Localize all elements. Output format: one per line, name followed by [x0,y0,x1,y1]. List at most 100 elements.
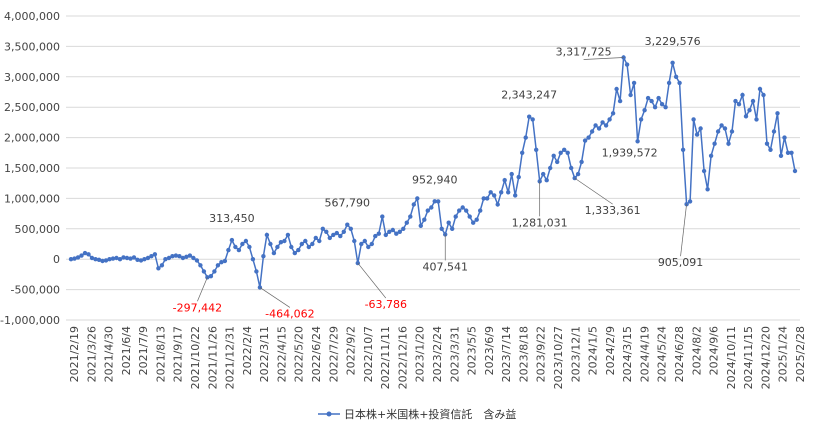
annotation-leader-line [680,204,687,257]
data-point [82,250,88,256]
data-point [380,214,385,219]
data-point [124,255,130,261]
x-tick-label: 2021/3/26 [85,326,98,382]
data-point [299,241,304,247]
x-tick-label: 2023/7/14 [500,326,513,382]
data-point [243,238,249,244]
data-point [446,220,451,225]
data-point [715,129,721,134]
data-point [201,269,207,274]
data-label: 2,343,247 [501,89,557,102]
data-point [334,230,339,236]
x-tick-label: 2024/10/11 [725,326,738,389]
data-point [373,233,378,239]
data-point [117,257,123,262]
x-tick-label: 2021/9/17 [172,326,185,382]
data-point [541,171,546,177]
x-tick-label: 2021/7/9 [137,326,150,375]
y-tick-label: 500,000 [15,223,61,236]
data-point [596,126,602,131]
data-label: 952,940 [412,173,458,186]
annotation-leader-line [574,177,613,205]
x-axis-tick-labels: 2021/2/19 2021/3/26 2021/4/30 2021/6/4 2021/… [68,326,807,389]
data-point [453,214,458,219]
x-tick-label: 2021/10/22 [189,326,202,389]
data-point [516,174,521,180]
data-point [467,214,472,219]
x-tick-label: 2024/4/19 [638,326,651,382]
data-point [513,193,518,198]
data-point [771,129,777,134]
data-point [432,199,437,204]
data-point [100,258,105,264]
data-point [138,258,144,263]
y-tick-label: 2,000,000 [4,132,60,145]
data-point [390,227,395,233]
annotation-leader-line [259,287,291,308]
data-point [464,208,469,213]
data-point [565,150,570,155]
data-point [649,98,654,104]
data-point [614,86,619,92]
data-point [170,254,175,259]
x-tick-label: 2022/9/2 [345,326,358,375]
data-point [366,244,371,250]
data-point [324,229,329,234]
data-point [418,223,423,228]
data-point [495,202,500,207]
data-point [733,98,738,104]
data-point [680,147,686,152]
data-point [317,238,322,244]
data-point [292,250,297,256]
data-point [499,190,504,195]
data-point [631,80,637,86]
data-point [530,117,535,122]
data-point [652,105,658,110]
y-tick-label: -1,000,000 [0,314,60,327]
annotation-leader-line [197,277,208,302]
data-point [401,226,406,231]
data-label: 567,790 [325,197,371,210]
series-layer [68,54,798,290]
data-point [439,226,444,231]
gridlines [66,15,800,321]
x-tick-label: 2024/9/6 [708,326,721,375]
data-point [586,135,591,140]
x-tick-label: 2022/3/11 [258,326,271,382]
annotation-leader-line [583,57,624,60]
x-tick-label: 2024/5/24 [656,326,669,382]
data-point [219,260,224,265]
data-point [275,244,280,250]
data-point [282,238,287,244]
data-point [187,253,193,258]
x-tick-label: 2024/2/9 [604,326,617,375]
data-point [635,139,640,144]
data-point [694,132,700,137]
data-point [404,220,409,225]
data-point [789,150,794,155]
data-point [89,255,95,261]
data-point [757,86,763,92]
x-tick-label: 2023/10/27 [552,326,565,389]
x-tick-label: 2023/12/1 [569,326,582,382]
data-point [387,229,392,234]
y-tick-label: 4,000,000 [4,10,60,23]
data-point [191,255,196,261]
x-tick-label: 2025/1/24 [777,326,790,382]
data-point [705,187,710,192]
data-point [478,208,483,213]
data-point [306,244,311,250]
data-point [114,255,119,261]
y-tick-label: -500,000 [11,284,60,297]
data-point [645,95,651,101]
data-point [310,241,315,247]
data-point [537,179,542,184]
data-point [303,238,308,244]
annotation-leaders [197,57,687,308]
data-point [778,153,784,158]
data-point [166,255,172,261]
data-point [624,62,630,67]
legend-dot-marker [326,411,332,417]
data-point [575,171,581,177]
